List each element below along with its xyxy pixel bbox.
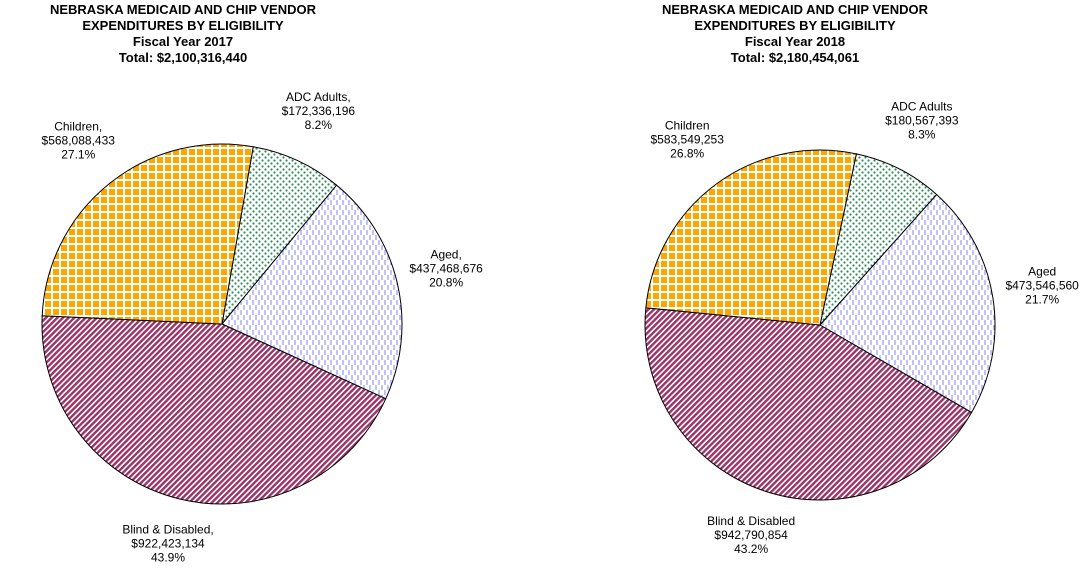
pie-slice (41, 143, 254, 325)
pie-slice (819, 153, 938, 327)
slice-label: Aged (1028, 264, 1056, 278)
slice-label: $568,088,433 (42, 133, 116, 147)
slice-label: 43.2% (734, 542, 768, 556)
slice-label: ADC Adults, (286, 90, 351, 104)
pie-slice (819, 193, 996, 414)
slice-label: $172,336,196 (282, 104, 356, 118)
slice-label: Blind & Disabled (707, 514, 795, 528)
slice-label: 8.3% (908, 127, 936, 141)
chart-subtitle: Fiscal Year 2018 (745, 34, 845, 49)
slice-label: Children (665, 118, 710, 132)
chart-total: Total: $2,100,316,440 (119, 50, 247, 65)
pie-slice (41, 315, 387, 505)
slice-label: 27.1% (61, 147, 95, 161)
slice-label: 8.2% (305, 118, 333, 132)
slice-label: Blind & Disabled, (122, 523, 213, 537)
chart-subtitle: Fiscal Year 2017 (133, 34, 233, 49)
slice-label: $942,790,854 (714, 528, 788, 542)
slice-label: 21.7% (1025, 292, 1059, 306)
slice-label: 20.8% (429, 275, 463, 289)
slice-label: $922,423,134 (131, 537, 205, 551)
slice-label: $583,549,253 (650, 132, 724, 146)
pie-slice (221, 184, 403, 400)
pie-slice (645, 149, 857, 326)
chart-total: Total: $2,180,454,061 (731, 50, 859, 65)
slice-label: 43.9% (151, 551, 185, 565)
slice-label: $180,567,393 (885, 113, 959, 127)
chart-title: NEBRASKA MEDICAID AND CHIP VENDOR (50, 2, 317, 17)
slice-label: ADC Adults (891, 99, 952, 113)
slice-label: 26.8% (670, 146, 704, 160)
slice-label: $437,468,676 (409, 261, 483, 275)
slice-label: $473,546,560 (1005, 278, 1079, 292)
pie-slice (644, 307, 973, 501)
pie-slice (221, 146, 338, 326)
chart-title: EXPENDITURES BY ELIGIBILITY (694, 18, 896, 33)
chart-title: EXPENDITURES BY ELIGIBILITY (82, 18, 284, 33)
slice-label: Aged, (430, 247, 461, 261)
chart-title: NEBRASKA MEDICAID AND CHIP VENDOR (662, 2, 929, 17)
slice-label: Children, (54, 119, 102, 133)
